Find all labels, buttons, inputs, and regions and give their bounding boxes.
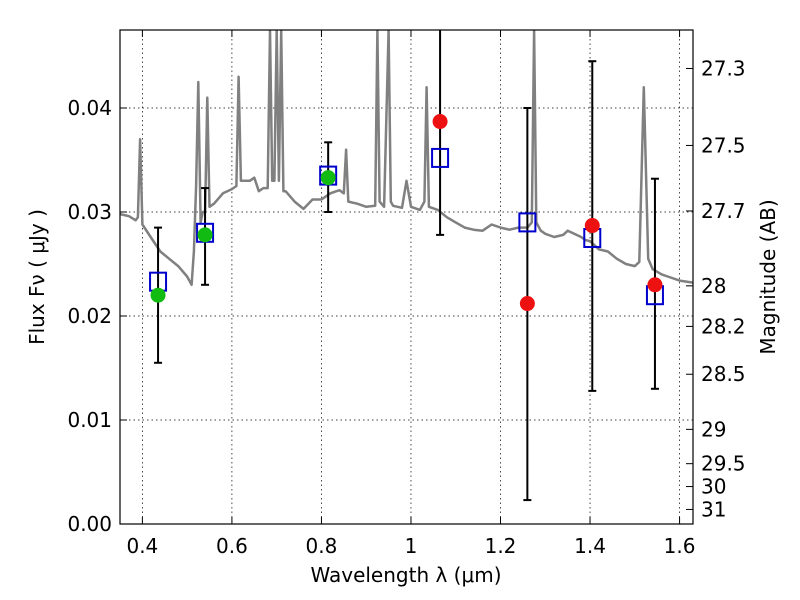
y2-tick-label: 27.7 [701, 199, 746, 223]
y-tick-label: 0.04 [67, 96, 112, 120]
spectrum-line [120, 30, 693, 287]
ir-point-marker [647, 277, 663, 293]
y2-axis-label: Magnitude (AB) [756, 199, 780, 354]
y2-tick-label: 30 [701, 475, 726, 499]
y-axis-label: Flux Fν ( μJy ) [25, 209, 49, 345]
ir-point-marker [519, 296, 535, 312]
ir-point-marker [432, 114, 448, 130]
y-tick-label: 0.02 [67, 304, 112, 328]
y2-tick-label: 27.3 [701, 56, 746, 80]
optical-point-marker [150, 287, 166, 303]
model-square-marker [518, 212, 537, 233]
markers [149, 114, 664, 312]
x-tick-label: 0.8 [306, 534, 338, 558]
y-tick-label: 0.03 [67, 200, 112, 224]
axes: 0.4 0.6 0.8 1 1.2 1.4 1.6 0.00 0.01 0.02 0.03 0.04 2… [67, 30, 746, 558]
y2-tick-label: 27.5 [701, 133, 746, 157]
x-tick-label: 1.2 [485, 534, 517, 558]
x-tick-label: 1 [405, 534, 418, 558]
y2-tick-label: 28 [701, 274, 726, 298]
plot-area [120, 30, 693, 502]
x-tick-label: 0.4 [126, 534, 158, 558]
x-tick-label: 1.6 [664, 534, 696, 558]
y2-tick-label: 28.2 [701, 314, 746, 338]
plot-frame [119, 29, 694, 525]
y-tick-label: 0.01 [67, 408, 112, 432]
optical-point-marker [197, 227, 213, 243]
ir-point-marker [584, 218, 600, 234]
y2-tick-label: 28.5 [701, 362, 746, 386]
x-tick-label: 0.6 [216, 534, 248, 558]
y-tick-label: 0.00 [67, 512, 112, 536]
y2-tick-label: 31 [701, 497, 726, 521]
y2-tick-label: 29.5 [701, 452, 746, 476]
y2-tick-label: 29 [701, 417, 726, 441]
x-tick-label: 1.4 [574, 534, 606, 558]
x-axis-label: Wavelength λ (μm) [310, 563, 501, 587]
optical-point-marker [320, 170, 336, 186]
model-square-marker [431, 147, 450, 168]
